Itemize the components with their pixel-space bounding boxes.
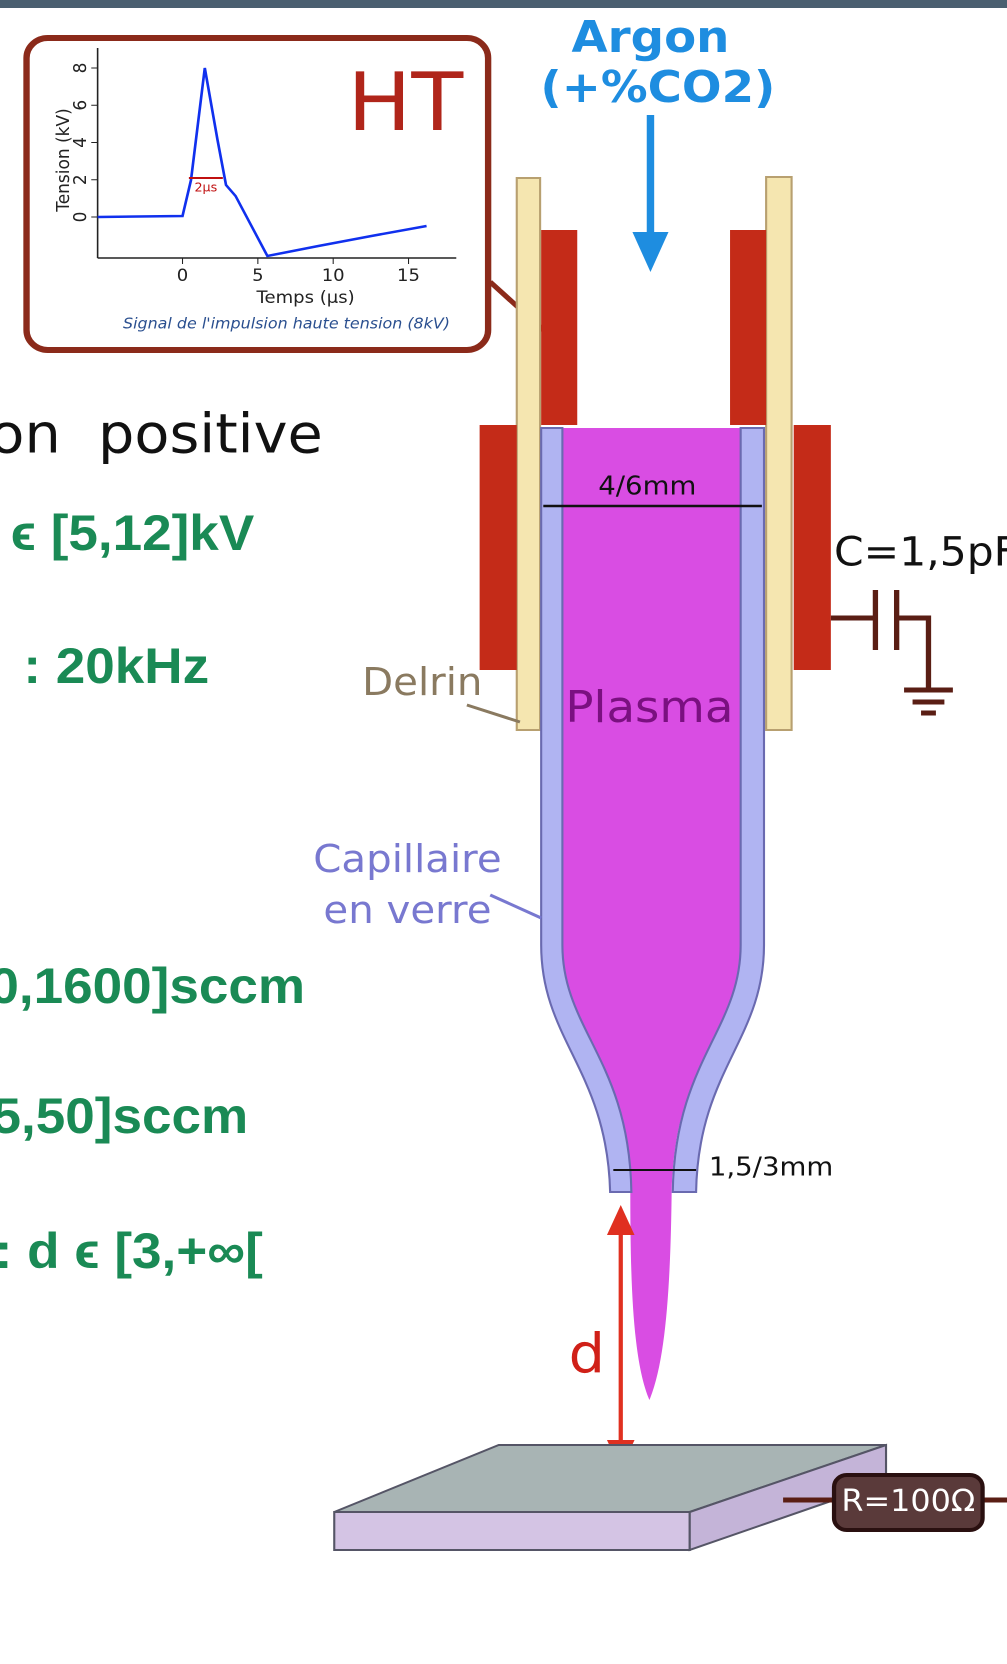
x-tick-label: 0 <box>177 266 188 285</box>
capillary-pointer <box>489 893 542 920</box>
width-label: 2µs <box>194 181 217 195</box>
y-axis-label: Tension (kV) <box>53 108 74 213</box>
left-text: ϵ [5,12]kV <box>11 505 255 561</box>
diameter-label: 4/6mm <box>598 471 696 501</box>
delrin-pointer <box>466 703 521 724</box>
electrode <box>730 230 767 425</box>
x-axis-label: Temps (µs) <box>256 288 355 307</box>
inset-curve <box>97 67 427 258</box>
caption: Signal de l'impulsion haute tension (8kV… <box>123 315 450 332</box>
delrin-right <box>765 176 793 731</box>
left-text: on positive <box>0 403 323 466</box>
capillary-right <box>671 427 766 1193</box>
y-tick-label: 0 <box>70 212 91 223</box>
plasma-label: Plasma <box>565 681 733 732</box>
y-tick-label: 6 <box>70 100 91 111</box>
y-tick-label: 8 <box>70 63 91 74</box>
inset-frame <box>23 35 492 353</box>
x-tick-label: 15 <box>397 266 420 285</box>
gas-arrowhead <box>632 232 669 272</box>
plate-front <box>333 1511 691 1551</box>
electrode <box>541 230 578 425</box>
left-text: : d ϵ [3,+∞[ <box>0 1223 263 1279</box>
capillary-left <box>540 427 633 1193</box>
y-tick-label: 2 <box>70 174 91 185</box>
left-text: 5,50]sccm <box>0 1088 248 1144</box>
arrowhead <box>606 1205 635 1235</box>
x-tick-label: 5 <box>252 266 263 285</box>
gas-name: Argon <box>572 11 730 62</box>
gas-mix: (+%CO2) <box>540 61 775 112</box>
resistor <box>831 1473 985 1532</box>
capacitor-symbol <box>830 590 953 716</box>
plasma <box>562 428 741 1400</box>
ht-label: HT <box>348 56 464 149</box>
capacitance-label: C=1,5pF <box>834 529 1007 576</box>
capillary-label: Capillaire <box>313 838 501 882</box>
left-text: 0,1600]sccm <box>0 958 305 1014</box>
delrin-left <box>515 177 542 731</box>
outlet-label: 1,5/3mm <box>709 1152 833 1182</box>
distance-label: d <box>569 1323 605 1386</box>
electrode <box>793 425 831 670</box>
electrode <box>479 425 517 670</box>
left-text: : 20kHz <box>23 638 209 694</box>
top-bar <box>0 0 1007 8</box>
delrin-label: Delrin <box>362 661 482 705</box>
y-tick-label: 4 <box>70 137 91 148</box>
resistance-label: R=100Ω <box>841 1484 975 1519</box>
capillary-label: en verre <box>323 889 491 933</box>
x-tick-label: 10 <box>322 266 345 285</box>
